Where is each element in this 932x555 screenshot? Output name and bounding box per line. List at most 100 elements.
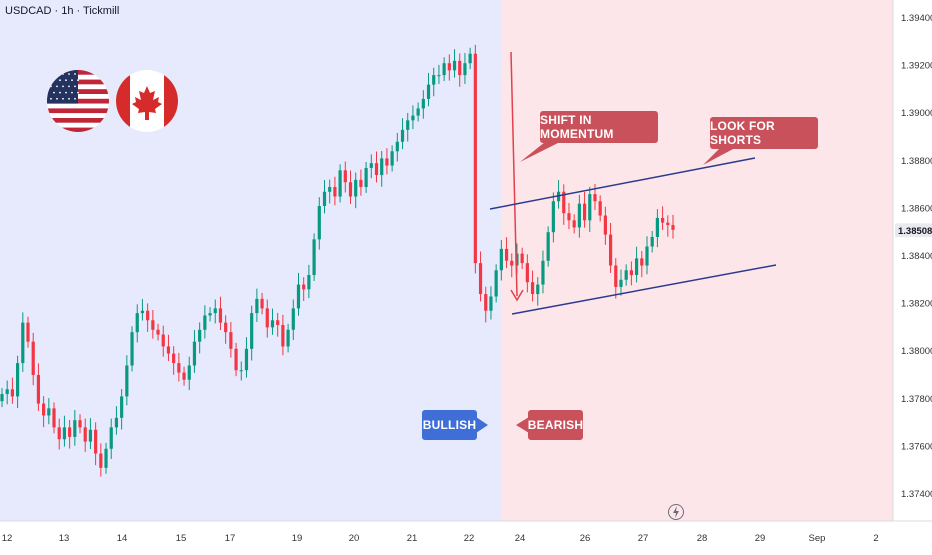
candle-body	[161, 334, 165, 347]
candle-body	[567, 213, 571, 221]
candle-body	[208, 313, 212, 316]
time-tick-label: 29	[755, 533, 766, 544]
price-tick-label: 1.38200	[901, 299, 932, 310]
candle-body	[520, 253, 524, 264]
candle-body	[504, 248, 509, 261]
candle-body	[78, 420, 82, 428]
current-price-label: 1.38508	[898, 226, 932, 237]
candle-body	[530, 282, 535, 295]
candle-body	[73, 420, 77, 437]
candle-body	[270, 320, 275, 328]
time-tick-label: Sep	[809, 533, 826, 544]
bearish-zone	[501, 0, 893, 521]
candle-body	[577, 203, 581, 228]
candle-body	[104, 448, 108, 468]
candle-body	[395, 141, 399, 152]
candle-body	[494, 270, 498, 297]
time-tick-label: 15	[176, 533, 187, 544]
price-tick-label: 1.38000	[901, 346, 932, 357]
candle-body	[156, 329, 160, 335]
channel-lower-line[interactable]	[511, 264, 777, 315]
bearish-callout: BEARISH	[528, 410, 583, 440]
time-tick-label: 26	[580, 533, 591, 544]
candle-body	[140, 310, 145, 314]
time-tick-label: 19	[292, 533, 303, 544]
candle-body	[541, 260, 545, 285]
candle-body	[291, 308, 295, 330]
candle-body	[499, 248, 503, 271]
candle-body	[328, 186, 332, 192]
price-tick-label: 1.39400	[901, 13, 932, 24]
time-axis: 12 13 14 15 17 19 20 21 22 24 26 27 28 29 Sep 2	[0, 520, 932, 550]
candle-body	[536, 284, 540, 295]
candle-body	[562, 191, 566, 214]
candle-body	[146, 310, 150, 321]
candle-body	[510, 260, 514, 266]
candle-body	[442, 63, 446, 76]
candle-body	[302, 284, 306, 290]
candle-body	[452, 60, 457, 71]
candle-body	[354, 179, 358, 197]
candle-body	[166, 346, 171, 354]
canada-flag-icon	[116, 70, 178, 132]
candle-body	[120, 396, 124, 418]
symbol-header: USDCAD · 1h · Tickmill	[5, 5, 120, 17]
time-tick-label: 14	[117, 533, 128, 544]
candle-body	[426, 84, 431, 99]
candle-body	[296, 284, 301, 309]
candle-body	[634, 258, 639, 276]
annotation-lines	[476, 51, 777, 433]
candle-body	[109, 427, 113, 449]
candle-body	[603, 215, 607, 235]
candle-body	[218, 308, 223, 323]
candle-body	[187, 365, 191, 380]
candle-body	[593, 194, 597, 202]
candle-body	[416, 108, 420, 116]
bearish-callout-pointer	[516, 417, 529, 433]
candle-body	[380, 158, 384, 176]
price-tick-label: 1.38800	[901, 156, 932, 167]
candle-body	[525, 263, 529, 283]
candle-body	[31, 341, 35, 375]
look-for-shorts-label: LOOK FOR SHORTS	[710, 119, 775, 147]
price-tick-label: 1.37600	[901, 441, 932, 452]
candle-body	[88, 429, 93, 442]
candle-body	[192, 341, 197, 366]
candle-body	[62, 427, 67, 440]
shift-in-momentum-callout: SHIFT IN MOMENTUM	[540, 111, 658, 143]
candle-body	[369, 163, 373, 168]
candle-body	[432, 75, 436, 85]
candle-body	[130, 332, 134, 366]
candle-body	[515, 253, 519, 266]
candle-body	[125, 365, 129, 397]
candle-body	[213, 308, 217, 314]
candle-body	[348, 182, 353, 197]
candle-body	[489, 296, 493, 311]
candle-body	[198, 329, 202, 342]
candle-body	[619, 279, 623, 287]
candle-body	[135, 313, 139, 333]
candle-body	[83, 427, 87, 442]
momentum-drop-line[interactable]	[510, 51, 518, 297]
candle-body	[437, 75, 441, 77]
candle-body	[671, 225, 675, 230]
drop-arrowhead	[510, 289, 524, 302]
candle-body	[364, 167, 368, 187]
time-tick-label: 20	[349, 533, 360, 544]
time-tick-label: 21	[407, 533, 418, 544]
candle-body	[546, 232, 550, 261]
bearish-label: BEARISH	[527, 418, 584, 432]
candle-body	[255, 298, 259, 314]
candle-body	[224, 322, 228, 333]
usa-flag-icon	[47, 70, 109, 132]
time-tick-label: 24	[515, 533, 526, 544]
channel-upper-line[interactable]	[489, 157, 756, 210]
candle-body	[26, 322, 30, 342]
bullish-callout-pointer	[476, 417, 488, 433]
candle-body	[650, 236, 654, 247]
candle-body	[250, 313, 254, 349]
lightning-icon[interactable]	[668, 504, 684, 520]
price-tick-label: 1.38400	[901, 251, 932, 262]
